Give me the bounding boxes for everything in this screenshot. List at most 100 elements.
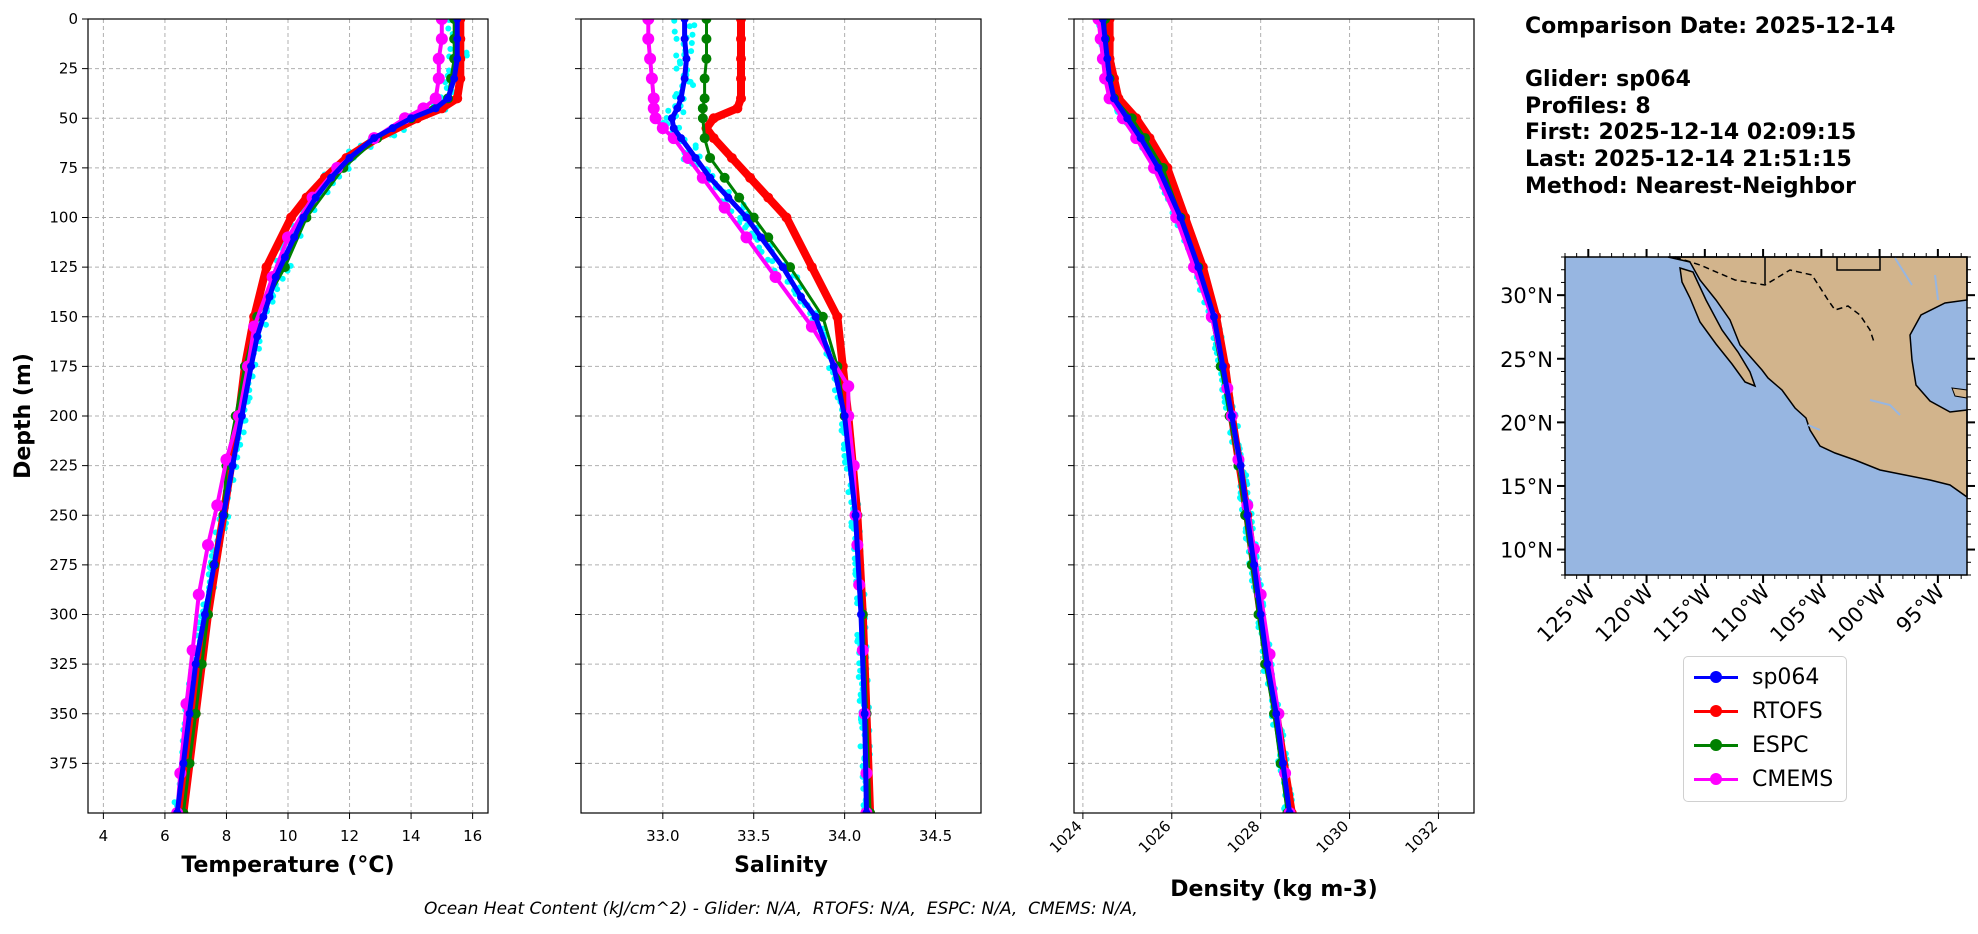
map-land-mexico <box>1667 256 1968 499</box>
x-tick-label: 6 <box>160 827 170 845</box>
data-point-cmems <box>769 271 782 284</box>
data-point-sp064 <box>1110 94 1118 103</box>
map-border-state <box>1764 257 1881 284</box>
map-lat-label: 15°N <box>1500 475 1553 499</box>
data-point-cmems <box>805 320 818 333</box>
data-point-espc <box>705 152 716 163</box>
y-tick-label: 200 <box>49 407 78 425</box>
data-point-sp064 <box>1098 19 1107 23</box>
glider-raw-point <box>445 25 452 32</box>
temperature-panel: 0 25 50 75 100 125 150 175 200 225 250 275 300 325 350… <box>11 10 489 878</box>
x-tick-label: 16 <box>463 827 482 845</box>
data-point-sp064 <box>1176 213 1185 222</box>
x-tick-label: 1024 <box>1046 817 1086 857</box>
data-point-espc <box>196 659 207 670</box>
x-tick-label: 14 <box>402 827 421 845</box>
first-time: First: 2025-12-14 02:09:15 <box>1525 120 1857 146</box>
glider-raw-point <box>857 743 864 750</box>
x-tick-label: 1030 <box>1313 817 1353 857</box>
x-axis-label: Salinity <box>734 853 828 878</box>
data-point-rtofs <box>708 133 719 144</box>
glider-raw-point <box>737 214 744 221</box>
data-point-sp064 <box>407 114 416 123</box>
x-tick-label: 8 <box>222 827 232 845</box>
x-tick-label: 4 <box>99 827 109 845</box>
map-panel: 10°N 15°N 20°N 25°N 30°N 125°W120°W115°W110°W… <box>1500 249 1975 647</box>
data-point-espc <box>817 311 828 322</box>
map-lon-label: 115°W <box>1649 579 1717 647</box>
data-point-espc <box>734 192 745 203</box>
data-point-cmems <box>842 380 855 393</box>
data-point-sp064 <box>388 124 397 133</box>
data-point-sp064 <box>1227 412 1236 420</box>
data-point-espc <box>701 33 712 44</box>
y-tick-label: 375 <box>49 754 78 772</box>
glider-raw-point <box>680 109 687 116</box>
ohc-footer: Ocean Heat Content (kJ/cm^2) - Glider: N… <box>424 899 1138 919</box>
data-point-sp064 <box>667 114 676 123</box>
data-point-espc <box>697 113 708 124</box>
series-line-sp064 <box>174 19 460 813</box>
map-river <box>1807 257 1939 431</box>
legend: sp064 RTOFS ESPC CMEMS <box>1683 656 1847 802</box>
y-tick-label: 100 <box>49 209 78 227</box>
y-tick-label: 50 <box>59 109 78 127</box>
data-point-sp064 <box>797 292 805 301</box>
data-point-espc <box>699 133 710 144</box>
data-point-sp064 <box>237 412 246 420</box>
last-time: Last: 2025-12-14 21:51:15 <box>1525 146 1852 172</box>
data-point-sp064 <box>450 74 459 83</box>
data-point-sp064 <box>1210 312 1218 321</box>
data-point-sp064 <box>345 153 354 162</box>
data-point-sp064 <box>857 610 865 619</box>
data-point-rtofs <box>832 311 843 322</box>
data-point-cmems <box>656 122 669 135</box>
data-point-rtofs <box>286 212 297 223</box>
data-point-sp064 <box>185 709 194 718</box>
data-point-sp064 <box>757 233 765 242</box>
data-point-sp064 <box>271 273 280 282</box>
legend-label-cmems: CMEMS <box>1752 766 1834 792</box>
data-point-sp064 <box>778 263 787 272</box>
data-point-cmems <box>435 32 448 45</box>
method-label: Method: Nearest-Neighbor <box>1525 173 1856 199</box>
glider-raw-point <box>671 28 678 35</box>
map-lon-label: 110°W <box>1707 579 1775 647</box>
data-point-sp064 <box>431 104 440 113</box>
y-tick-label: 250 <box>49 506 78 524</box>
data-point-sp064 <box>219 511 228 520</box>
data-point-sp064 <box>453 54 462 63</box>
data-point-sp064 <box>742 213 751 222</box>
legend-label-espc: ESPC <box>1752 732 1809 758</box>
glider-raw-point <box>279 275 286 282</box>
glider-raw-point <box>690 82 697 89</box>
glider-raw-point <box>686 23 693 30</box>
glider-raw-point <box>688 39 695 46</box>
data-point-sp064 <box>851 511 860 520</box>
data-point-sp064 <box>453 19 462 23</box>
legend-marker-espc <box>1710 739 1722 751</box>
data-point-sp064 <box>191 660 200 669</box>
x-tick-label: 10 <box>278 827 297 845</box>
glider-raw-point <box>855 674 862 681</box>
map-lat-label: 25°N <box>1500 348 1553 372</box>
y-tick-label: 175 <box>49 357 78 375</box>
density-panel: 1024 1026 1028 1030 1032 Density (kg m-3) <box>1046 18 1475 902</box>
data-point-sp064 <box>680 19 689 23</box>
data-point-sp064 <box>1236 461 1245 470</box>
glider-raw-point <box>677 60 684 67</box>
glider-name: Glider: sp064 <box>1525 67 1691 93</box>
data-point-rtofs <box>708 113 719 124</box>
data-point-sp064 <box>706 173 715 182</box>
data-point-sp064 <box>311 193 320 202</box>
glider-raw-point <box>673 65 680 72</box>
data-point-cmems <box>642 19 655 25</box>
data-point-sp064 <box>1272 709 1281 718</box>
glider-raw-point <box>856 697 863 704</box>
data-point-sp064 <box>862 809 871 813</box>
data-point-sp064 <box>1194 263 1203 272</box>
data-point-espc <box>697 103 708 114</box>
data-point-espc <box>190 708 201 719</box>
data-point-espc <box>701 53 712 64</box>
map-lat-label: 10°N <box>1500 539 1553 563</box>
